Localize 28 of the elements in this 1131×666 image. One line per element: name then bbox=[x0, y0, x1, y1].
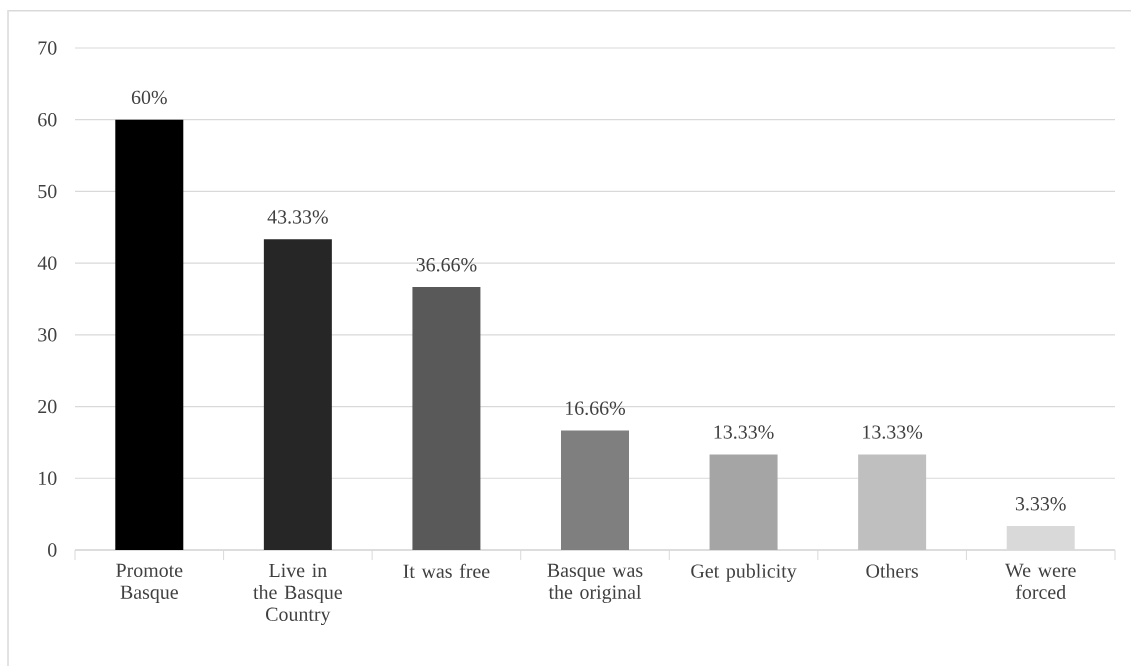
bar bbox=[115, 119, 184, 550]
x-tick-label: It was free bbox=[403, 563, 490, 578]
y-tick-label: 50 bbox=[38, 184, 57, 199]
data-label: 13.33% bbox=[863, 425, 923, 439]
data-label: 16.66% bbox=[566, 401, 626, 415]
y-tick-label: 0 bbox=[48, 543, 57, 557]
x-tick-label: Basque was the original bbox=[547, 563, 643, 604]
bar bbox=[709, 454, 778, 550]
x-tick-label: Live in the Basque Country bbox=[253, 563, 342, 626]
x-tick-label: We were forced bbox=[1005, 563, 1076, 599]
x-tick-label: Promote Basque bbox=[116, 563, 183, 603]
data-label: 43.33% bbox=[267, 210, 328, 224]
x-tick-label: Others bbox=[866, 563, 918, 578]
bar bbox=[263, 239, 332, 550]
y-tick-label: 30 bbox=[38, 328, 57, 342]
data-label: 3.33% bbox=[1015, 497, 1066, 511]
data-label: 60% bbox=[131, 90, 167, 105]
data-label: 13.33% bbox=[714, 425, 774, 439]
y-tick-label: 70 bbox=[38, 41, 57, 55]
y-tick-label: 40 bbox=[37, 256, 57, 270]
bar bbox=[412, 287, 481, 550]
data-label: 36.66% bbox=[416, 258, 477, 272]
y-tick-label: 60 bbox=[38, 112, 57, 127]
x-tick-label: Get publicity bbox=[691, 563, 797, 582]
bar bbox=[561, 430, 629, 550]
y-tick-label: 10 bbox=[39, 471, 57, 485]
bar bbox=[858, 454, 927, 550]
y-tick-label: 20 bbox=[38, 399, 57, 414]
